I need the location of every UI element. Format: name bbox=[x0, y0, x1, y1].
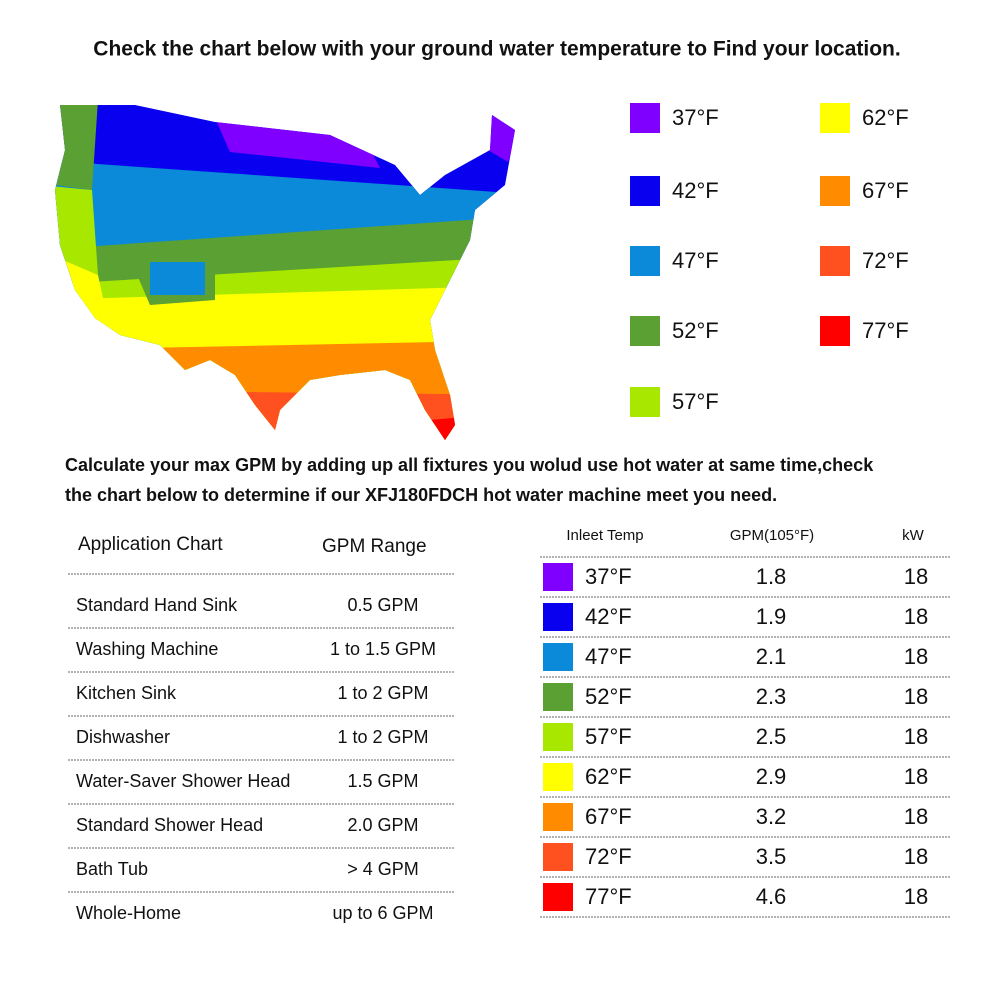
legend-swatch bbox=[820, 316, 850, 346]
cell: 77°F bbox=[585, 884, 632, 909]
cell: Standard Hand Sink bbox=[76, 595, 238, 615]
legend-label: 47°F bbox=[672, 248, 719, 273]
cell: Dishwasher bbox=[76, 727, 170, 747]
legend-label: 67°F bbox=[862, 178, 909, 203]
cell: 18 bbox=[904, 844, 928, 869]
cell: 1.8 bbox=[756, 564, 787, 589]
legend-label: 72°F bbox=[862, 248, 909, 273]
cell: 37°F bbox=[585, 564, 632, 589]
legend-label: 42°F bbox=[672, 178, 719, 203]
cell: 47°F bbox=[585, 644, 632, 669]
table-header: Application Chart bbox=[78, 534, 223, 555]
cell: 1 to 2 GPM bbox=[337, 727, 428, 747]
cell: 1.9 bbox=[756, 604, 787, 629]
cell: 72°F bbox=[585, 844, 632, 869]
cell: 1 to 1.5 GPM bbox=[330, 639, 436, 659]
cell: 52°F bbox=[585, 684, 632, 709]
cell: Bath Tub bbox=[76, 859, 148, 879]
temp-swatch bbox=[543, 763, 573, 791]
table-header: kW bbox=[902, 527, 925, 544]
temp-swatch bbox=[543, 883, 573, 911]
temperature-table: Inleet Temp GPM(105°F) kW 37°F 1.8 18 42°F 1.9 1… bbox=[540, 527, 950, 918]
cell: 18 bbox=[904, 804, 928, 829]
cell: Whole-Home bbox=[76, 903, 181, 923]
legend: 37°F 42°F 47°F 52°F 57°F 62°F 67°F 72°F 77°F bbox=[630, 103, 909, 417]
cell: 2.0 GPM bbox=[347, 815, 418, 835]
cell: 1 to 2 GPM bbox=[337, 683, 428, 703]
table-header: GPM(105°F) bbox=[730, 527, 814, 544]
cell: 18 bbox=[904, 684, 928, 709]
cell: 3.2 bbox=[756, 804, 787, 829]
legend-swatch bbox=[630, 387, 660, 417]
cell: Water-Saver Shower Head bbox=[76, 771, 290, 791]
cell: 1.5 GPM bbox=[347, 771, 418, 791]
cell: 18 bbox=[904, 604, 928, 629]
cell: Kitchen Sink bbox=[76, 683, 177, 703]
cell: 18 bbox=[904, 884, 928, 909]
cell: 57°F bbox=[585, 724, 632, 749]
cell: Standard Shower Head bbox=[76, 815, 263, 835]
cell: 18 bbox=[904, 764, 928, 789]
temp-swatch bbox=[543, 683, 573, 711]
heading: Check the chart below with your ground w… bbox=[93, 38, 900, 61]
instruction-line: the chart below to determine if our XFJ1… bbox=[65, 485, 777, 505]
legend-swatch bbox=[820, 246, 850, 276]
legend-swatch bbox=[630, 103, 660, 133]
application-table: Application Chart GPM Range Standard Hand … bbox=[68, 534, 455, 923]
cell: > 4 GPM bbox=[347, 859, 419, 879]
temp-swatch bbox=[543, 643, 573, 671]
cell: 4.6 bbox=[756, 884, 787, 909]
cell: 2.3 bbox=[756, 684, 787, 709]
cell: up to 6 GPM bbox=[332, 903, 433, 923]
legend-label: 57°F bbox=[672, 389, 719, 414]
cell: 18 bbox=[904, 564, 928, 589]
temp-swatch bbox=[543, 563, 573, 591]
cell: 2.9 bbox=[756, 764, 787, 789]
cell: 2.1 bbox=[756, 644, 787, 669]
cell: 18 bbox=[904, 644, 928, 669]
cell: 3.5 bbox=[756, 844, 787, 869]
legend-swatch bbox=[630, 316, 660, 346]
legend-swatch bbox=[630, 246, 660, 276]
cell: 67°F bbox=[585, 804, 632, 829]
instruction-line: Calculate your max GPM by adding up all … bbox=[65, 455, 874, 475]
table-header: Inleet Temp bbox=[566, 527, 643, 544]
legend-label: 52°F bbox=[672, 318, 719, 343]
temp-swatch bbox=[543, 603, 573, 631]
cell: 0.5 GPM bbox=[347, 595, 418, 615]
cell: 62°F bbox=[585, 764, 632, 789]
temp-swatch bbox=[543, 723, 573, 751]
cell: 42°F bbox=[585, 604, 632, 629]
temperature-map bbox=[55, 105, 515, 440]
legend-swatch bbox=[820, 103, 850, 133]
legend-swatch bbox=[820, 176, 850, 206]
legend-swatch bbox=[630, 176, 660, 206]
temp-swatch bbox=[543, 843, 573, 871]
temp-swatch bbox=[543, 803, 573, 831]
cell: 2.5 bbox=[756, 724, 787, 749]
legend-label: 37°F bbox=[672, 105, 719, 130]
legend-label: 62°F bbox=[862, 105, 909, 130]
legend-label: 77°F bbox=[862, 318, 909, 343]
cell: 18 bbox=[904, 724, 928, 749]
cell: Washing Machine bbox=[76, 639, 218, 659]
table-header: GPM Range bbox=[322, 536, 427, 557]
